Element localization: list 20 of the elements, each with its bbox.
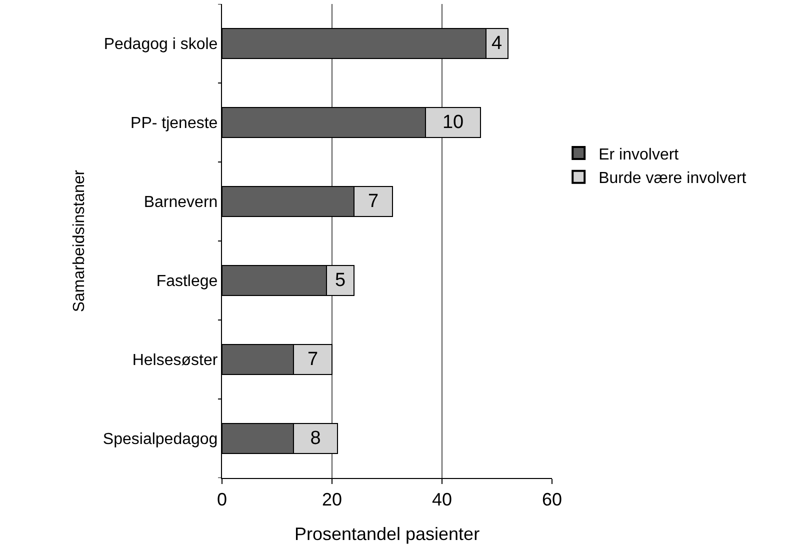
y-tick-label: Barnevern	[144, 194, 218, 212]
data-label: 7	[368, 191, 379, 212]
y-tick-label: Helsesøster	[132, 352, 218, 370]
x-tick-label: 60	[542, 490, 562, 510]
y-tick-label: Pedagog i skole	[104, 36, 218, 54]
data-label: 5	[334, 270, 346, 291]
x-tick-label: 0	[216, 490, 228, 510]
y-axis-title: Samarbeidsinstaner	[70, 169, 88, 312]
y-tick-label: Spesialpedagog	[102, 431, 218, 448]
x-tick-label: 20	[322, 490, 342, 510]
data-label: 10	[442, 112, 464, 133]
data-label: 7	[307, 349, 318, 370]
data-label: 8	[310, 428, 321, 449]
y-tick-label: Fastlege	[156, 273, 218, 290]
legend-label: Burde være involvert	[598, 170, 747, 188]
x-axis-title: Prosentandel pasienter	[294, 524, 480, 544]
data-label: 4	[492, 33, 502, 54]
legend-label: Er involvert	[598, 146, 680, 164]
y-tick-label: PP- tjeneste	[130, 115, 218, 132]
x-tick-label: 40	[432, 490, 452, 510]
